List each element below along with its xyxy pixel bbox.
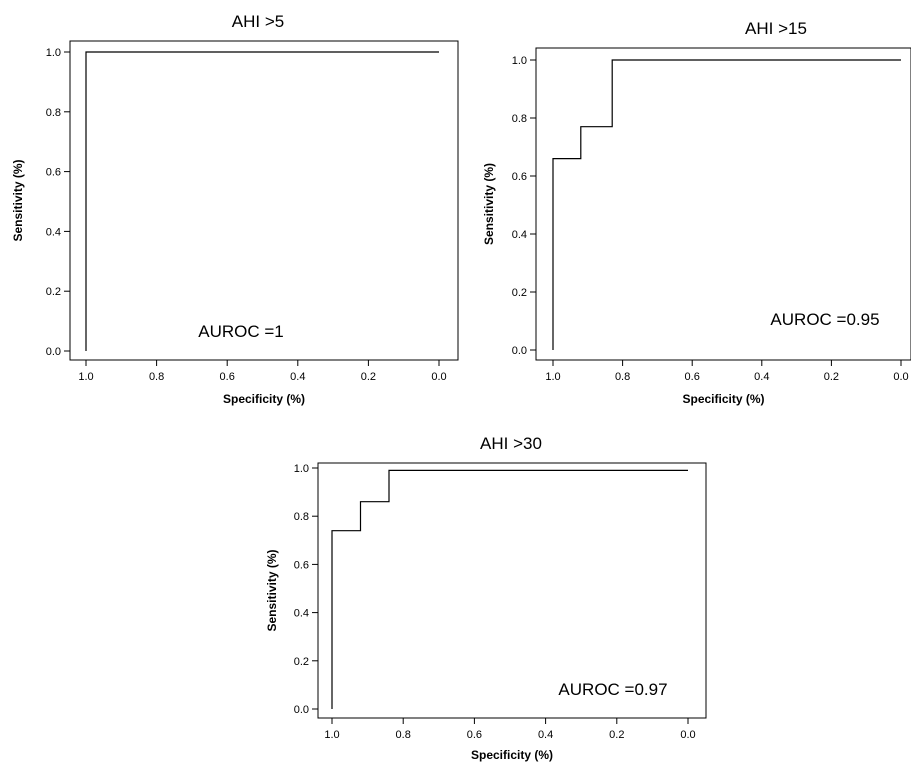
y-tick-label: 0.8: [294, 511, 309, 523]
y-axis-label: Sensitivity (%): [265, 549, 279, 631]
x-tick-label: 0.4: [754, 371, 769, 383]
plot-frame: [69, 40, 459, 361]
x-tick-label: 1.0: [78, 371, 93, 383]
plot-frame: [535, 47, 911, 361]
y-tick-label: 1.0: [294, 463, 309, 475]
chart-title: AHI >5: [232, 12, 284, 31]
y-tick-label: 0.6: [46, 167, 61, 179]
y-tick-label: 0.0: [294, 704, 309, 716]
y-tick-label: 0.0: [46, 346, 61, 358]
y-tick-label: 1.0: [46, 47, 61, 59]
x-axis-label: Specificity (%): [682, 392, 764, 406]
y-tick-label: 1.0: [512, 55, 527, 67]
chart-panel: AHI >15 1.0 0.8 0.6 0.4 0.2 0.0 0.0 0.2 0.4 0.6 0.8…: [482, 19, 911, 406]
y-tick-label: 0.4: [46, 226, 61, 238]
chart-panel: AHI >5 1.0 0.8 0.6 0.4 0.2 0.0 0.0 0.2 0.4 0.6 0.8 1…: [11, 12, 459, 406]
roc-curve-line: [552, 59, 901, 350]
x-tick-label: 1.0: [545, 371, 560, 383]
chart-title: AHI >30: [480, 434, 542, 453]
y-tick-label: 0.0: [512, 345, 527, 357]
x-tick-label: 0.8: [396, 729, 411, 741]
x-tick-label: 0.2: [824, 371, 839, 383]
y-tick-label: 0.2: [294, 656, 309, 668]
y-axis-label: Sensitivity (%): [482, 163, 496, 245]
y-axis-label: Sensitivity (%): [11, 159, 25, 241]
x-tick-label: 0.8: [149, 371, 164, 383]
x-tick-label: 0.2: [361, 371, 376, 383]
x-axis-label: Specificity (%): [471, 748, 553, 762]
x-tick-label: 0.4: [538, 729, 553, 741]
y-tick-label: 0.2: [46, 286, 61, 298]
x-axis-label: Specificity (%): [223, 392, 305, 406]
y-tick-label: 0.4: [294, 608, 309, 620]
auroc-annotation: AUROC =0.95: [770, 310, 879, 329]
x-tick-label: 0.0: [680, 729, 695, 741]
x-tick-label: 0.0: [431, 371, 446, 383]
y-tick-label: 0.4: [512, 229, 527, 241]
x-tick-label: 0.6: [220, 371, 235, 383]
y-tick-label: 0.6: [512, 171, 527, 183]
roc-curve-line: [85, 51, 439, 351]
x-tick-label: 0.6: [467, 729, 482, 741]
x-tick-label: 0.2: [609, 729, 624, 741]
auroc-annotation: AUROC =1: [198, 322, 284, 341]
roc-curve-line: [331, 469, 688, 709]
chart-panel: AHI >30 1.0 0.8 0.6 0.4 0.2 0.0 0.0 0.2 0.4 0.6 0.8…: [265, 434, 707, 762]
x-tick-label: 0.6: [685, 371, 700, 383]
y-tick-label: 0.8: [512, 113, 527, 125]
plot-frame: [317, 462, 707, 719]
chart-title: AHI >15: [745, 19, 807, 38]
x-tick-label: 0.8: [615, 371, 630, 383]
y-tick-label: 0.8: [46, 107, 61, 119]
x-tick-label: 0.0: [893, 371, 908, 383]
x-tick-label: 0.4: [290, 371, 305, 383]
y-tick-label: 0.6: [294, 559, 309, 571]
x-tick-label: 1.0: [324, 729, 339, 741]
y-tick-label: 0.2: [512, 287, 527, 299]
auroc-annotation: AUROC =0.97: [558, 680, 667, 699]
